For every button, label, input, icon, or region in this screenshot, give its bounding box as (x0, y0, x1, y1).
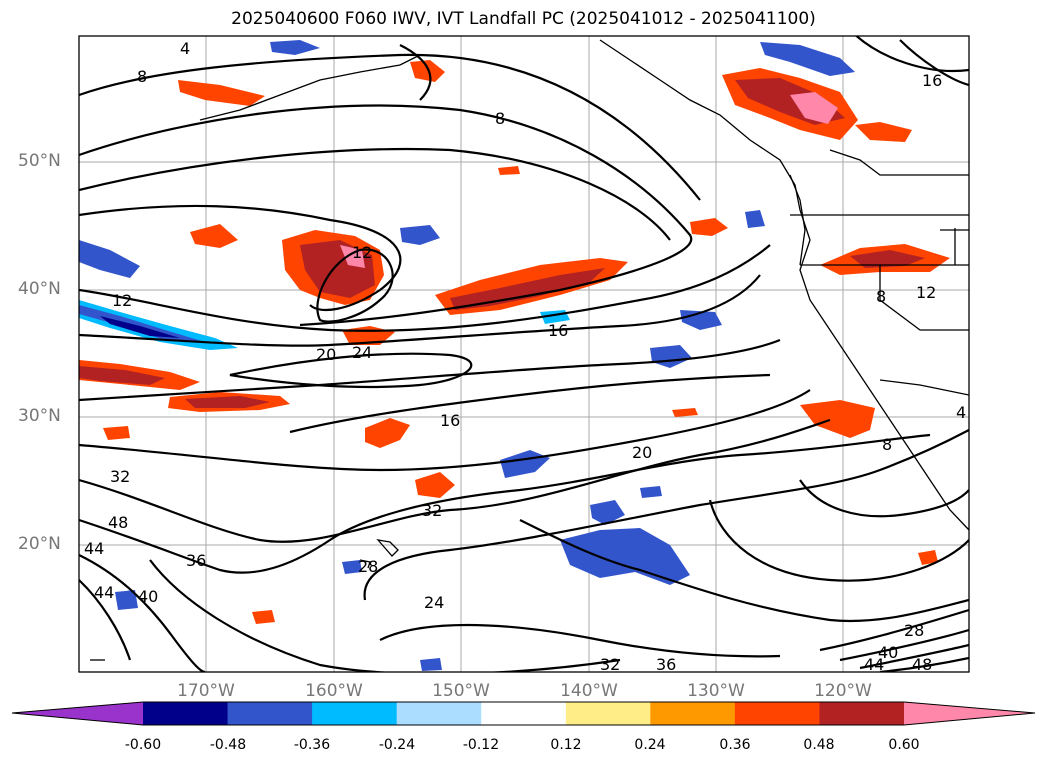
lat-label-50n: 50°N (18, 151, 61, 171)
contour-label: 4 (956, 403, 966, 422)
lat-label-40n: 40°N (18, 279, 61, 299)
lat-label-30n: 30°N (18, 406, 61, 426)
contour-label: 8 (882, 435, 892, 454)
contour-label: 4 (180, 39, 190, 58)
contour-label: 44 (84, 539, 104, 558)
colorbar-tick-label: 0.48 (803, 737, 835, 753)
colorbar-tick-label: -0.24 (378, 737, 416, 753)
colorbar-tick-label: -0.36 (293, 737, 331, 753)
colorbar-tick-label: 0.24 (634, 737, 666, 753)
colorbar-cell (734, 702, 820, 725)
colorbar-tick-label: 0.12 (550, 737, 582, 753)
contour-label: 32 (110, 467, 130, 486)
colorbar-max-extension (904, 702, 1035, 725)
coastlines (90, 39, 969, 661)
contour-label: 48 (912, 655, 932, 674)
iwv-contours (79, 36, 969, 672)
contour-label: 24 (352, 343, 372, 362)
lon-label-120w: 120°W (814, 681, 872, 701)
colorbar-cell (565, 702, 651, 725)
colorbar (11, 701, 1036, 726)
lon-label-160w: 160°W (305, 681, 363, 701)
positive-anomaly-regions (79, 60, 950, 624)
colorbar-cell (396, 702, 482, 725)
map-panel: 4 8 8 16 12 12 16 20 24 16 20 32 32 48 4… (78, 35, 970, 674)
contour-label: 12 (916, 283, 936, 302)
lon-label-140w: 140°W (560, 681, 618, 701)
colorbar-tick-label: 0.36 (719, 737, 751, 753)
contour-label: 40 (878, 643, 898, 662)
colorbar-tick-label: -0.12 (462, 737, 500, 753)
colorbar-tick-label: -0.60 (124, 737, 162, 753)
colorbar-cell (650, 702, 736, 725)
contour-label: 8 (876, 287, 886, 306)
colorbar-cell (312, 702, 398, 725)
contour-label: 36 (656, 655, 676, 674)
contour-label: 36 (186, 551, 206, 570)
contour-label: 40 (138, 587, 158, 606)
contour-label: 8 (495, 109, 505, 128)
colorbar-cell (227, 702, 313, 725)
lon-label-150w: 150°W (432, 681, 490, 701)
contour-label: 32 (600, 655, 620, 674)
contour-label: 20 (316, 345, 336, 364)
lat-label-20n: 20°N (18, 534, 61, 554)
contour-label: 32 (422, 501, 442, 520)
negative-anomaly-regions (79, 40, 855, 671)
contour-label: 24 (424, 593, 444, 612)
contour-label: 28 (904, 621, 924, 640)
contour-label: 8 (137, 67, 147, 86)
contour-label: 20 (632, 443, 652, 462)
contour-label: 16 (548, 321, 568, 340)
contour-label: 12 (112, 291, 132, 310)
colorbar-tick-label: 0.60 (888, 737, 920, 753)
colorbar-cell (143, 702, 229, 725)
contour-label: 28 (358, 557, 378, 576)
colorbar-cell (481, 702, 567, 725)
map-title: 2025040600 F060 IWV, IVT Landfall PC (20… (231, 9, 816, 29)
contour-label: 16 (922, 71, 942, 90)
contour-label: 16 (440, 411, 460, 430)
contour-label: 44 (864, 655, 884, 674)
contour-label: 12 (352, 243, 372, 262)
contour-label: 48 (108, 513, 128, 532)
map-frame (78, 35, 970, 673)
contour-labels: 4 8 8 16 12 12 16 20 24 16 20 32 32 48 4… (84, 39, 966, 674)
lon-label-130w: 130°W (687, 681, 745, 701)
colorbar-cell (819, 702, 905, 725)
lon-label-170w: 170°W (177, 681, 235, 701)
colorbar-min-extension (12, 702, 143, 725)
colorbar-tick-label: -0.48 (209, 737, 247, 753)
contour-label: 44 (94, 583, 114, 602)
